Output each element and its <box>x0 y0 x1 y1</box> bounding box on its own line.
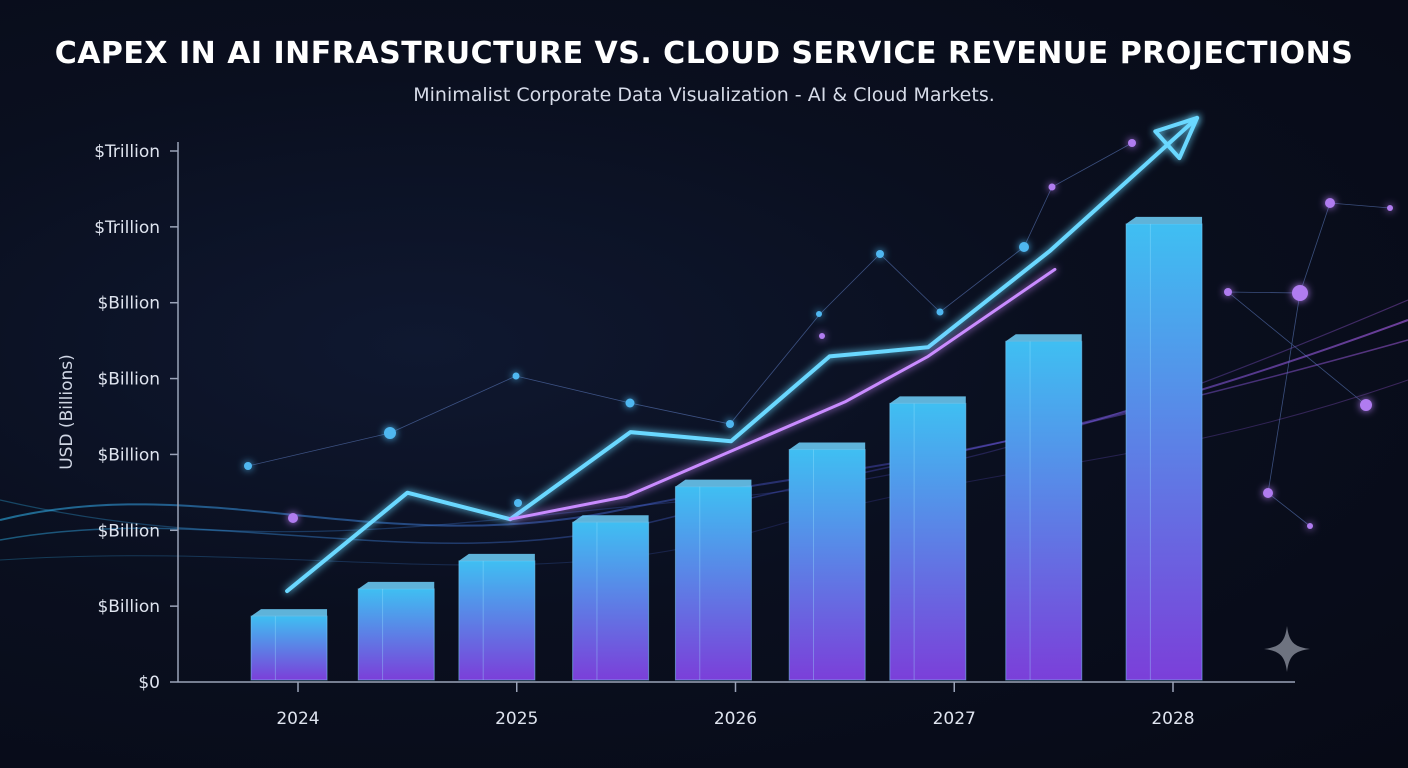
bar <box>788 442 866 681</box>
y-tick-label: $Billion <box>97 597 160 617</box>
bar <box>458 553 536 681</box>
bar <box>357 581 435 681</box>
chart-subtitle: Minimalist Corporate Data Visualization … <box>413 84 995 106</box>
chart-axes <box>177 142 1295 683</box>
bar <box>889 396 967 681</box>
bar-top <box>358 581 435 589</box>
chart-title: CAPEX IN AI INFRASTRUCTURE VS. CLOUD SER… <box>54 36 1354 71</box>
x-tick-label: 2026 <box>714 709 757 729</box>
y-tick-label: $Billion <box>97 521 160 541</box>
y-tick-label: $Billion <box>97 370 160 390</box>
bar-top <box>1126 216 1203 224</box>
y-tick-label: $Billion <box>97 445 160 465</box>
bar-front <box>250 615 328 681</box>
bar <box>250 609 328 681</box>
bar-top <box>251 609 328 617</box>
line-series-main <box>285 115 1200 594</box>
y-tick-label: $Billion <box>97 294 160 314</box>
bar-front <box>674 486 752 681</box>
bar-front <box>889 402 967 681</box>
x-tick-label: 2025 <box>495 709 538 729</box>
bar-front <box>1005 340 1083 681</box>
sparkle-icon <box>1264 626 1310 672</box>
bar-top <box>458 553 535 561</box>
bar-top <box>889 396 966 404</box>
bar-front <box>458 560 536 681</box>
line-series <box>285 115 1200 594</box>
y-tick-label: $Trillion <box>94 218 160 238</box>
bar <box>572 515 650 681</box>
y-axis-title: USD (Billions) <box>57 354 77 470</box>
bar-front <box>357 588 435 681</box>
line-series-secondary <box>508 267 1057 521</box>
bar <box>1125 216 1203 681</box>
bar-top <box>572 515 649 523</box>
y-axis-ticks: $0 $Billion $Billion $Billion $Billion $Billi… <box>94 142 178 693</box>
y-tick-label: $Trillion <box>94 142 160 162</box>
bar-series <box>250 216 1203 681</box>
bar-front <box>788 449 866 681</box>
y-tick-label: $0 <box>138 673 160 693</box>
x-tick-label: 2028 <box>1151 709 1194 729</box>
x-tick-label: 2027 <box>933 709 976 729</box>
bar <box>1005 334 1083 681</box>
arrowhead <box>1153 115 1200 161</box>
bar-front <box>572 521 650 681</box>
bar <box>674 479 752 681</box>
x-tick-label: 2024 <box>276 709 319 729</box>
x-axis-ticks: 2024 2025 2026 2027 2028 <box>276 682 1195 729</box>
bar-top <box>789 442 866 450</box>
bar-top <box>675 479 752 487</box>
bar-front <box>1125 223 1203 681</box>
bar-top <box>1005 334 1082 342</box>
